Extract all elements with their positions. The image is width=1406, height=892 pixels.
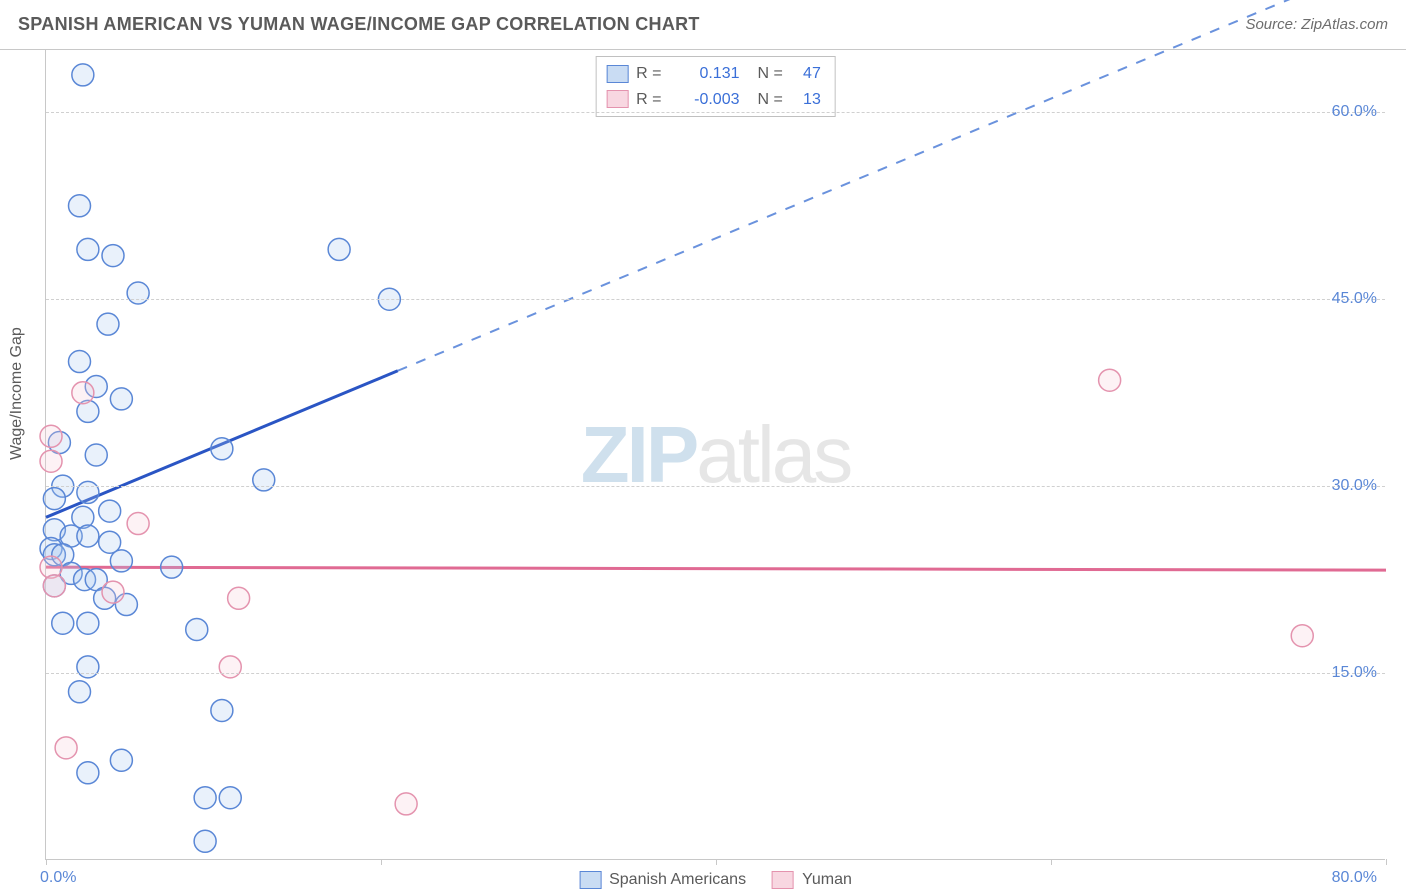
point-spanish	[69, 351, 91, 373]
swatch-pink-icon	[606, 90, 628, 108]
point-yuman	[219, 656, 241, 678]
point-yuman	[102, 581, 124, 603]
gridline-h	[46, 673, 1385, 674]
point-yuman	[72, 382, 94, 404]
point-spanish	[219, 787, 241, 809]
point-spanish	[253, 469, 275, 491]
point-spanish	[69, 681, 91, 703]
point-spanish	[194, 787, 216, 809]
y-tick-label: 45.0%	[1332, 290, 1377, 308]
legend-row-yuman: R = -0.003 N = 13	[606, 87, 821, 113]
point-yuman	[395, 793, 417, 815]
x-tick-mark	[381, 859, 382, 865]
point-spanish	[43, 488, 65, 510]
legend-item-yuman: Yuman	[772, 871, 852, 889]
point-spanish	[211, 438, 233, 460]
point-spanish	[69, 195, 91, 217]
point-spanish	[328, 238, 350, 260]
trend-line-yuman	[46, 567, 1386, 570]
x-tick-mark	[46, 859, 47, 865]
y-tick-label: 30.0%	[1332, 477, 1377, 495]
point-spanish	[99, 500, 121, 522]
gridline-h	[46, 486, 1385, 487]
point-spanish	[110, 388, 132, 410]
x-tick-min: 0.0%	[40, 869, 76, 887]
point-spanish	[52, 612, 74, 634]
point-spanish	[97, 313, 119, 335]
x-tick-mark	[716, 859, 717, 865]
point-spanish	[211, 699, 233, 721]
point-spanish	[72, 64, 94, 86]
gridline-h	[46, 299, 1385, 300]
point-yuman	[43, 575, 65, 597]
point-spanish	[77, 238, 99, 260]
point-spanish	[194, 830, 216, 852]
point-yuman	[228, 587, 250, 609]
point-spanish	[77, 762, 99, 784]
chart-title: SPANISH AMERICAN VS YUMAN WAGE/INCOME GA…	[18, 14, 700, 35]
gridline-h	[46, 112, 1385, 113]
point-spanish	[110, 749, 132, 771]
swatch-blue-icon	[579, 871, 601, 889]
y-tick-label: 15.0%	[1332, 664, 1377, 682]
point-yuman	[40, 425, 62, 447]
point-spanish	[102, 245, 124, 267]
plot-area: ZIPatlas R = 0.131 N = 47 R = -0.003 N =…	[45, 50, 1385, 860]
r-label-2: R =	[636, 87, 661, 113]
legend-item-spanish: Spanish Americans	[579, 871, 746, 889]
point-spanish	[161, 556, 183, 578]
point-spanish	[77, 481, 99, 503]
x-tick-max: 80.0%	[1332, 869, 1377, 887]
point-spanish	[186, 618, 208, 640]
x-tick-mark	[1386, 859, 1387, 865]
legend-row-spanish: R = 0.131 N = 47	[606, 61, 821, 87]
point-yuman	[40, 450, 62, 472]
y-axis-label: Wage/Income Gap	[8, 327, 26, 460]
n-label-2: N =	[748, 87, 783, 113]
point-yuman	[1099, 369, 1121, 391]
correlation-legend: R = 0.131 N = 47 R = -0.003 N = 13	[595, 56, 836, 117]
chart-source: Source: ZipAtlas.com	[1245, 16, 1388, 33]
n-label: N =	[748, 61, 783, 87]
point-spanish	[77, 525, 99, 547]
point-spanish	[110, 550, 132, 572]
plot-svg	[46, 50, 1386, 860]
point-spanish	[77, 656, 99, 678]
point-spanish	[127, 282, 149, 304]
legend-label-spanish: Spanish Americans	[609, 871, 746, 889]
point-spanish	[85, 444, 107, 466]
chart-header: SPANISH AMERICAN VS YUMAN WAGE/INCOME GA…	[0, 0, 1406, 50]
trend-line-dash-spanish	[398, 0, 1386, 371]
swatch-blue-icon	[606, 65, 628, 83]
r-label: R =	[636, 61, 661, 87]
swatch-pink-icon	[772, 871, 794, 889]
series-legend: Spanish Americans Yuman	[579, 871, 852, 889]
r-value-yuman: -0.003	[670, 87, 740, 113]
n-value-yuman: 13	[791, 87, 821, 113]
point-yuman	[127, 513, 149, 535]
point-spanish	[77, 612, 99, 634]
legend-label-yuman: Yuman	[802, 871, 852, 889]
r-value-spanish: 0.131	[670, 61, 740, 87]
x-tick-mark	[1051, 859, 1052, 865]
point-yuman	[1291, 625, 1313, 647]
y-tick-label: 60.0%	[1332, 103, 1377, 121]
point-yuman	[55, 737, 77, 759]
n-value-spanish: 47	[791, 61, 821, 87]
